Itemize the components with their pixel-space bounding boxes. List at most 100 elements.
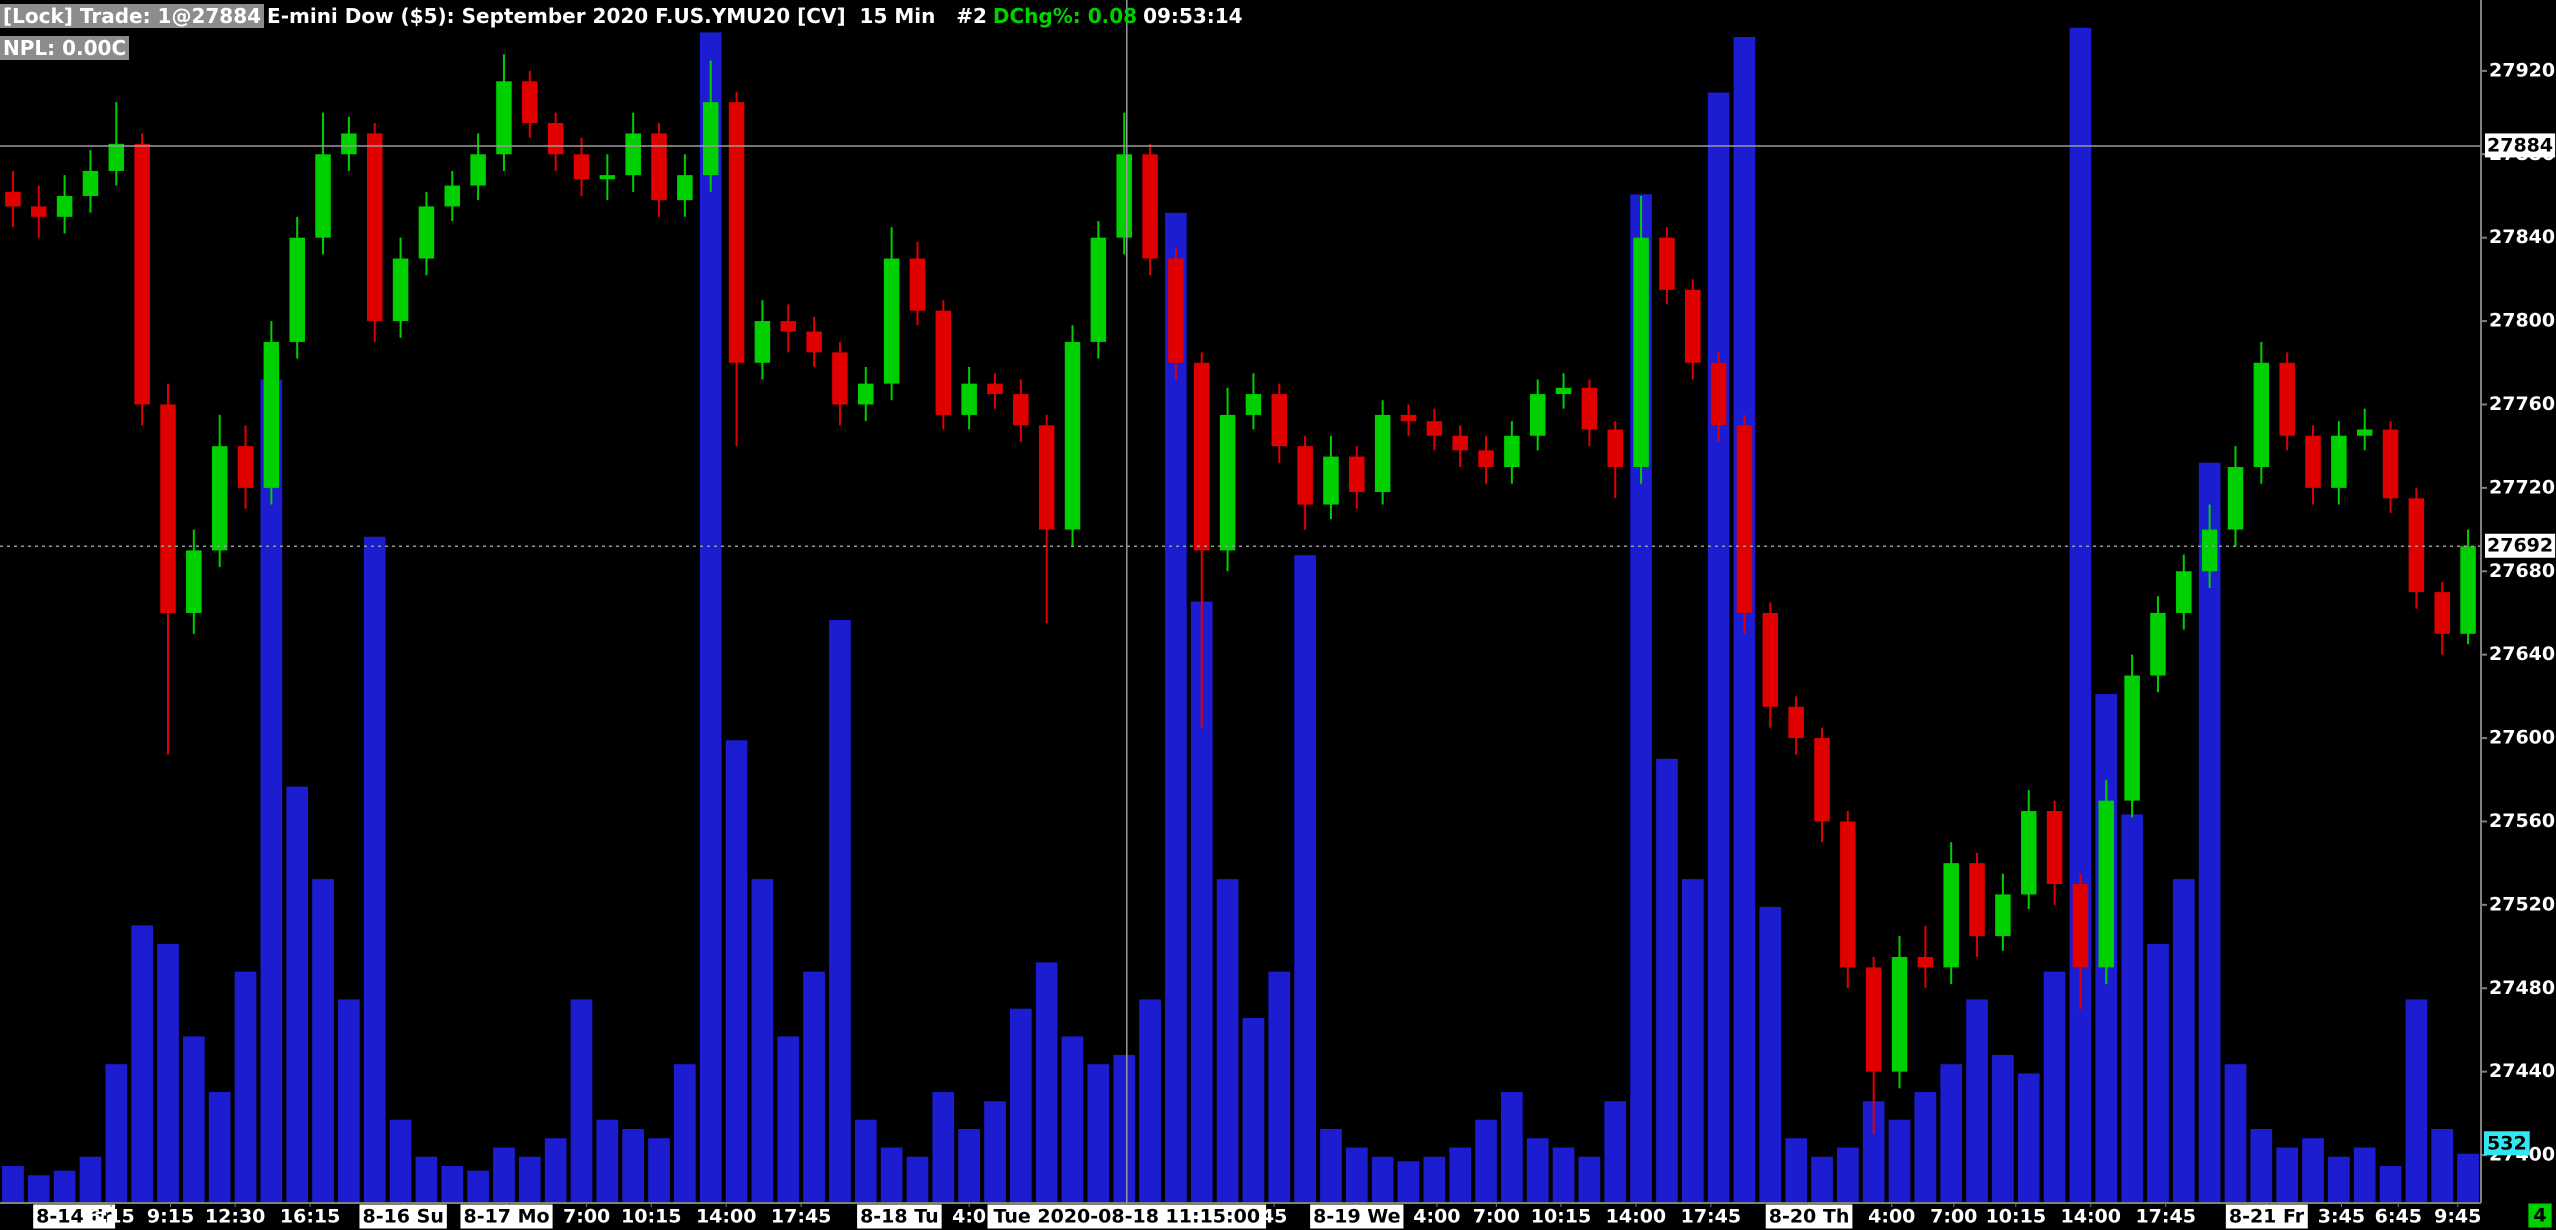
x-tick-label-box [1765, 1204, 1853, 1229]
candle-body [883, 258, 900, 384]
volume-bar [1061, 1036, 1084, 1203]
candle-body [341, 133, 357, 155]
candle-body [909, 258, 926, 311]
candle-body [1969, 863, 1985, 937]
volume-bar [1578, 1156, 1601, 1203]
candle-body [186, 550, 202, 613]
volume-bar [725, 740, 748, 1203]
x-tick-label: 7:00 [563, 1206, 610, 1228]
volume-bar [2121, 814, 2143, 1203]
candle-body [2098, 800, 2115, 968]
candle-body [134, 143, 150, 405]
volume-bar [1811, 1156, 1833, 1203]
corner-badge-box [2528, 1203, 2552, 1228]
volume-bar [570, 999, 593, 1203]
volume-bar [518, 1156, 541, 1203]
volume-bar [1294, 555, 1316, 1203]
candle-body [2253, 362, 2270, 468]
x-tick-label: 6:45 [2375, 1206, 2422, 1228]
y-tick-label: 27520 [2489, 893, 2555, 915]
volume-bar [1836, 1147, 1859, 1203]
candle-body [2331, 435, 2347, 488]
volume-bar [2, 1165, 24, 1203]
candle-body [108, 143, 125, 171]
x-tick-label: 45 [1261, 1206, 1287, 1228]
candle-body [2046, 811, 2063, 885]
candle-body [1168, 258, 1184, 363]
candle-body [961, 383, 977, 415]
volume-bar [312, 879, 334, 1203]
volume-bar [751, 879, 774, 1203]
candle-body [2176, 571, 2192, 613]
volume-bar [648, 1138, 670, 1203]
candle-body [1504, 435, 1520, 468]
candle-body [935, 310, 952, 415]
candle-body [625, 133, 641, 176]
y-tick-label: 27720 [2489, 476, 2555, 498]
volume-bar [1345, 1147, 1368, 1203]
volume-bar [286, 786, 309, 1203]
volume-bar [467, 1170, 489, 1203]
volume-bar [1113, 1054, 1136, 1203]
candle-body [1452, 435, 1468, 451]
volume-bar [1966, 999, 1988, 1203]
volume-bar [2405, 999, 2428, 1203]
candle-body [211, 446, 228, 551]
candle-body [1478, 450, 1494, 468]
price-line-label-box [2485, 133, 2556, 158]
candle-body [1038, 425, 1055, 530]
volume-bar [27, 1175, 50, 1203]
candle-body [5, 191, 21, 207]
candle-body [1529, 394, 1546, 436]
x-tick-label-box [1310, 1204, 1404, 1229]
candle-body [2434, 592, 2450, 634]
candle-body [2305, 435, 2321, 488]
candle-body [2150, 612, 2166, 676]
x-tick-label-box [33, 1204, 116, 1229]
candle-body [599, 175, 616, 180]
volume-bar [1759, 906, 1782, 1203]
candle-body [2382, 429, 2399, 499]
candle-body [315, 154, 331, 238]
x-tick-label-box [460, 1204, 553, 1229]
volume-bar [105, 1064, 128, 1203]
x-tick-label: 12:30 [205, 1206, 265, 1228]
volume-bar [984, 1101, 1006, 1203]
volume-bar [1139, 999, 1161, 1203]
candle-body [31, 206, 47, 217]
candle-body [1607, 429, 1623, 468]
candle-body [1814, 738, 1830, 822]
y-tick-label: 27680 [2489, 560, 2555, 582]
y-tick-label: 27560 [2489, 810, 2555, 832]
volume-bar [674, 1064, 696, 1203]
candle-body [677, 175, 693, 201]
candle-body [444, 185, 461, 207]
candle-body [1762, 612, 1779, 707]
crosshair-label: Tue 2020-08-18 11:15:00 [993, 1206, 1260, 1228]
x-tick-label: 9:15 [147, 1206, 194, 1228]
candle-body [651, 133, 667, 201]
chart-title: E-mini Dow ($5): September 2020 F.US.YMU… [267, 4, 987, 28]
x-tick-label: 4:00 [1413, 1206, 1460, 1228]
volume-bar [699, 32, 722, 1204]
candle-body [780, 321, 796, 332]
volume-bar [1992, 1054, 2014, 1203]
clock: 09:53:14 [1143, 4, 1243, 28]
volume-bar [2302, 1138, 2324, 1203]
volume-bar [2457, 1153, 2479, 1203]
volume-bar [208, 1091, 231, 1203]
candle-body [470, 154, 486, 186]
candle-body [160, 404, 176, 613]
volume-bar [1604, 1101, 1627, 1203]
volume-bar [260, 379, 283, 1203]
candle-body [1840, 821, 1856, 968]
x-tick-label-box [2225, 1204, 2308, 1229]
volume-bar [2172, 879, 2195, 1203]
volume-bar [389, 1119, 412, 1203]
volume-bar [2224, 1064, 2247, 1203]
volume-bar [131, 925, 153, 1203]
candle-body [1788, 706, 1804, 739]
y-tick-label: 27800 [2489, 310, 2555, 332]
